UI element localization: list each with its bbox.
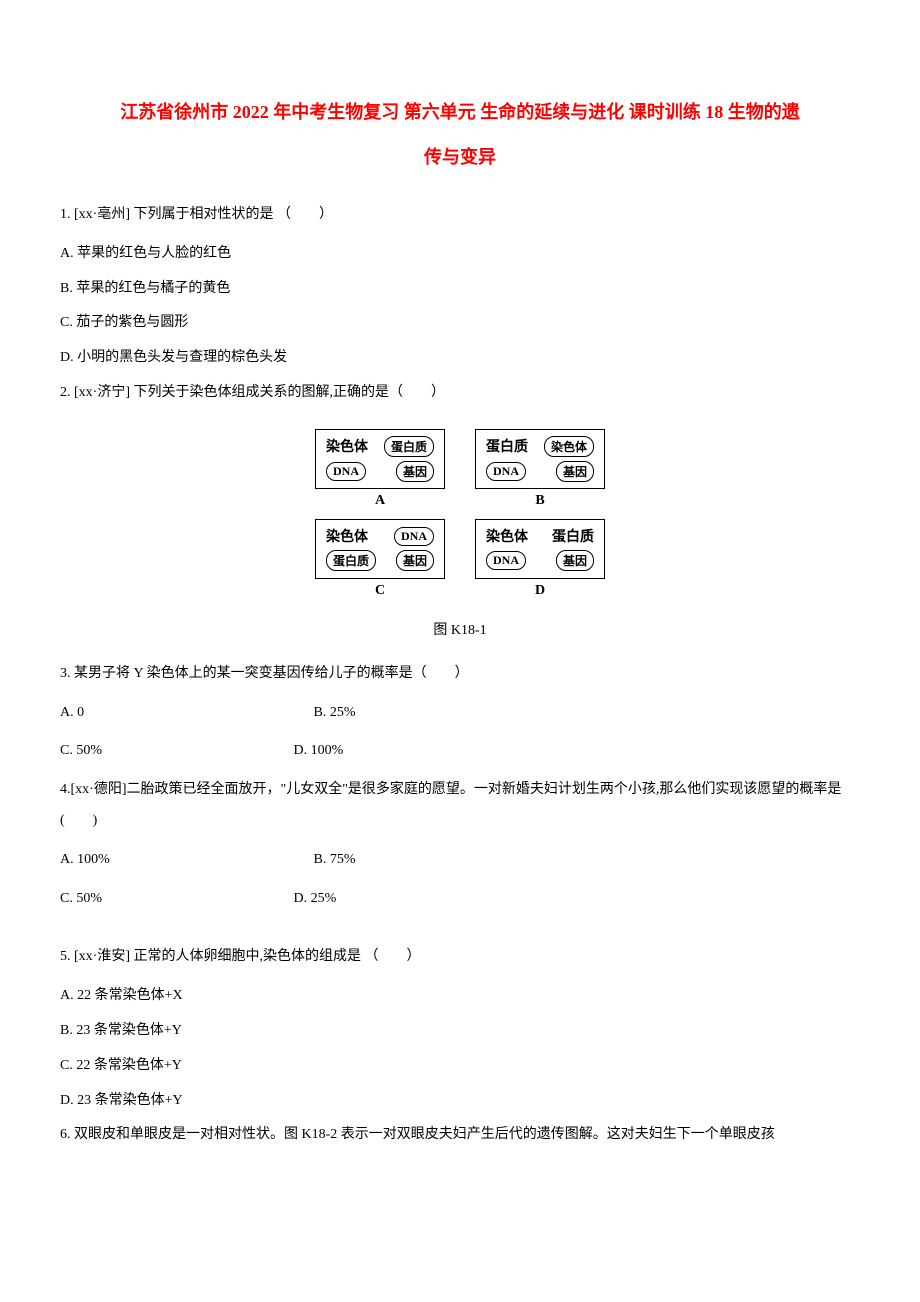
q3-option-c: C. 50% xyxy=(60,736,290,767)
box-c-tr: DNA xyxy=(394,527,434,546)
q3-option-b: B. 25% xyxy=(314,698,514,729)
q5-option-c: C. 22 条常染色体+Y xyxy=(60,1051,860,1082)
q3-options-row-2: C. 50% D. 100% xyxy=(60,736,860,767)
box-a-tr: 蛋白质 xyxy=(384,436,434,457)
q1-option-b: B. 苹果的红色与橘子的黄色 xyxy=(60,274,860,305)
q4-option-b: B. 75% xyxy=(314,845,514,876)
box-b-bl: DNA xyxy=(486,462,526,481)
q5-option-b: B. 23 条常染色体+Y xyxy=(60,1016,860,1047)
q4-option-a: A. 100% xyxy=(60,845,310,876)
figure-box-c-wrapper: 染色体 DNA 蛋白质 基因 C xyxy=(315,519,445,599)
q5-option-a: A. 22 条常染色体+X xyxy=(60,981,860,1012)
box-b-br: 基因 xyxy=(556,461,594,482)
box-b-tr: 染色体 xyxy=(544,436,594,457)
title-line-2: 传与变异 xyxy=(60,135,860,180)
q4-options-row-1: A. 100% B. 75% xyxy=(60,845,860,876)
question-4: 4.[xx·德阳]二胎政策已经全面放开，"儿女双全"是很多家庭的愿望。一对新婚夫… xyxy=(60,775,860,837)
question-5: 5. [xx·淮安] 正常的人体卵细胞中,染色体的组成是 （ ） xyxy=(60,942,860,973)
q1-option-a: A. 苹果的红色与人脸的红色 xyxy=(60,239,860,270)
q5-option-d: D. 23 条常染色体+Y xyxy=(60,1086,860,1117)
q3-option-a: A. 0 xyxy=(60,698,310,729)
figure-box-b: 蛋白质 染色体 DNA 基因 xyxy=(475,429,605,489)
box-d-tr: 蛋白质 xyxy=(552,526,594,546)
q4-option-c: C. 50% xyxy=(60,884,290,915)
q1-option-c: C. 茄子的紫色与圆形 xyxy=(60,308,860,339)
box-d-br: 基因 xyxy=(556,550,594,571)
figure-box-b-wrapper: 蛋白质 染色体 DNA 基因 B xyxy=(475,429,605,509)
box-a-tl: 染色体 xyxy=(326,436,368,456)
figure-label-d: D xyxy=(535,583,545,599)
box-d-bl: DNA xyxy=(486,551,526,570)
question-1: 1. [xx·亳州] 下列属于相对性状的是 （ ） xyxy=(60,200,860,231)
figure-label-b: B xyxy=(535,493,544,509)
box-d-tl: 染色体 xyxy=(486,526,528,546)
question-6: 6. 双眼皮和单眼皮是一对相对性状。图 K18-2 表示一对双眼皮夫妇产生后代的… xyxy=(60,1120,860,1151)
figure-box-a: 染色体 蛋白质 DNA 基因 xyxy=(315,429,445,489)
figure-label-c: C xyxy=(375,583,385,599)
document-title: 江苏省徐州市 2022 年中考生物复习 第六单元 生命的延续与进化 课时训练 1… xyxy=(60,90,860,180)
figure-row-2: 染色体 DNA 蛋白质 基因 C 染色体 蛋白质 DNA 基因 xyxy=(60,519,860,599)
figure-label-a: A xyxy=(375,493,385,509)
figure-row-1: 染色体 蛋白质 DNA 基因 A 蛋白质 染色体 DNA 基因 xyxy=(60,429,860,509)
title-line-1: 江苏省徐州市 2022 年中考生物复习 第六单元 生命的延续与进化 课时训练 1… xyxy=(60,90,860,135)
box-c-bl: 蛋白质 xyxy=(326,550,376,571)
q3-options-row-1: A. 0 B. 25% xyxy=(60,698,860,729)
question-2: 2. [xx·济宁] 下列关于染色体组成关系的图解,正确的是（ ） xyxy=(60,378,860,409)
q4-options-row-2: C. 50% D. 25% xyxy=(60,884,860,915)
box-a-br: 基因 xyxy=(396,461,434,482)
figure-box-d-wrapper: 染色体 蛋白质 DNA 基因 D xyxy=(475,519,605,599)
q3-option-d: D. 100% xyxy=(294,736,494,767)
box-c-tl: 染色体 xyxy=(326,526,368,546)
box-c-br: 基因 xyxy=(396,550,434,571)
figure-box-d: 染色体 蛋白质 DNA 基因 xyxy=(475,519,605,579)
box-a-bl: DNA xyxy=(326,462,366,481)
box-b-tl: 蛋白质 xyxy=(486,436,528,456)
figure-box-c: 染色体 DNA 蛋白质 基因 xyxy=(315,519,445,579)
question-3: 3. 某男子将 Y 染色体上的某一突变基因传给儿子的概率是（ ） xyxy=(60,659,860,690)
figure-k18-1: 染色体 蛋白质 DNA 基因 A 蛋白质 染色体 DNA 基因 xyxy=(60,429,860,599)
q4-option-d: D. 25% xyxy=(294,884,494,915)
q1-option-d: D. 小明的黑色头发与查理的棕色头发 xyxy=(60,343,860,374)
figure-box-a-wrapper: 染色体 蛋白质 DNA 基因 A xyxy=(315,429,445,509)
figure-caption: 图 K18-1 xyxy=(60,619,860,639)
